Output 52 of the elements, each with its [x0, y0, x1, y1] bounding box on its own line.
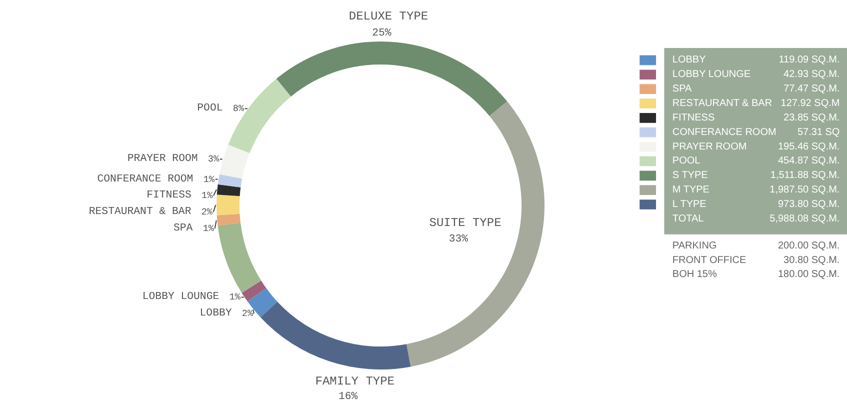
legend-label: M TYPE [672, 184, 710, 196]
text: 195.46 SQ.M. [778, 141, 840, 152]
slice-label: LOBBY LOUNGE [142, 291, 220, 304]
text: FAMILY TYPE [315, 374, 394, 388]
slice-label: RESTAURANT & BAR [88, 206, 192, 218]
text: DELUXE TYPE [348, 9, 428, 24]
text: 1,511.88 SQ.M. [770, 170, 840, 182]
text: 454.87 SQ.M. [778, 156, 840, 167]
legend-label: L TYPE [672, 199, 707, 210]
text: 200.00 SQ.M. [778, 240, 840, 252]
legend-label: CONFERANCE ROOM [672, 126, 776, 138]
slice-label: FITNESS [146, 190, 192, 202]
slice-label: LOBBY [200, 308, 232, 320]
text: 5,988.08 SQ.M. [770, 213, 840, 224]
text: 180.00 SQ.M. [778, 269, 840, 280]
data-label: 1% [202, 190, 214, 202]
text: 119.09 SQ.M. [778, 54, 840, 66]
data-label: 16% [338, 390, 358, 403]
text: 973.80 SQ.M. [778, 199, 840, 210]
text: 30.80 SQ.M. [784, 254, 840, 266]
data-label: 1% [203, 174, 215, 185]
text: 127.92 SQ.M [780, 98, 840, 109]
legend-label: POOL [672, 156, 701, 167]
data-label: 33% [448, 234, 469, 246]
text: TOTAL [672, 213, 704, 224]
slice-label: SPA [174, 222, 194, 234]
legend-label: SPA [672, 84, 692, 95]
data-label: 2% [201, 206, 213, 218]
text: PARKING [672, 240, 717, 252]
data-label: 2% [242, 308, 254, 320]
data-label: 25% [372, 27, 392, 40]
data-label: 1% [202, 222, 214, 234]
text: 23.85 SQ.M. [784, 112, 840, 124]
legend-label: PRAYER ROOM [672, 141, 747, 152]
slice-label: POOL [197, 102, 223, 115]
text: 42.93 SQ.M. [784, 69, 840, 80]
legend-label: FITNESS [672, 112, 715, 124]
legend-label: S TYPE [672, 170, 708, 182]
slice-label: PRAYER ROOM [127, 153, 198, 166]
text: 1,987.50 SQ.M. [770, 184, 840, 196]
data-label: 3% [208, 154, 220, 165]
text: BOH 15% [672, 269, 717, 280]
data-label: 1% [229, 292, 241, 303]
text: 77.47 SQ.M. [784, 84, 840, 95]
text: 57.31 SQ [797, 126, 840, 138]
slice-label: CONFERANCE ROOM [97, 173, 194, 186]
text: SUITE TYPE [429, 216, 502, 230]
legend-label: LOBBY LOUNGE [672, 69, 751, 80]
legend-label: LOBBY [672, 54, 706, 66]
text: FRONT OFFICE [672, 254, 746, 266]
data-label: 8% [232, 103, 244, 114]
legend-label: RESTAURANT & BAR [672, 98, 772, 109]
